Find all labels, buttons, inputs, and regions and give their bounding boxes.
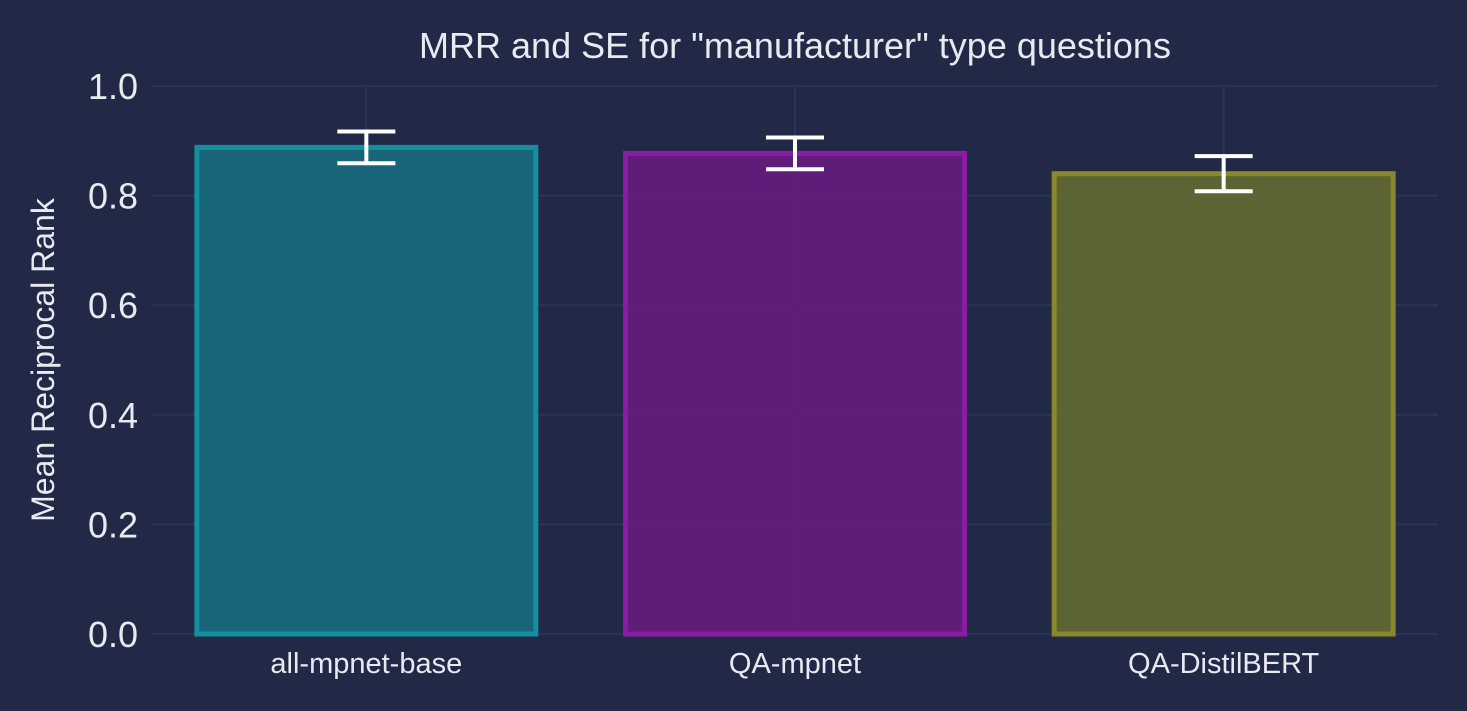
x-category-label: QA-DistilBERT (1128, 648, 1319, 680)
y-tick-label: 1.0 (88, 66, 138, 107)
y-axis-label: Mean Reciprocal Rank (25, 197, 61, 522)
y-tick-label: 0.8 (88, 176, 138, 217)
error-bars (337, 129, 1253, 194)
y-tick-label: 0.6 (88, 285, 138, 326)
x-category-label: all-mpnet-base (270, 648, 462, 680)
x-axis-categories: all-mpnet-base QA-mpnet QA-DistilBERT (270, 648, 1319, 680)
y-tick-label: 0.0 (88, 614, 138, 655)
y-tick-label: 0.4 (88, 395, 138, 436)
bar-qa-distilbert (1051, 171, 1396, 637)
bar-qa-mpnet (623, 150, 967, 637)
x-category-label: QA-mpnet (729, 648, 861, 680)
chart-title: MRR and SE for "manufacturer" type quest… (419, 25, 1171, 66)
bars (194, 144, 1396, 637)
y-axis-ticks: 0.0 0.2 0.4 0.6 0.8 1.0 (88, 66, 138, 655)
y-tick-label: 0.2 (88, 504, 138, 545)
bar-all-mpnet-base (194, 144, 539, 637)
